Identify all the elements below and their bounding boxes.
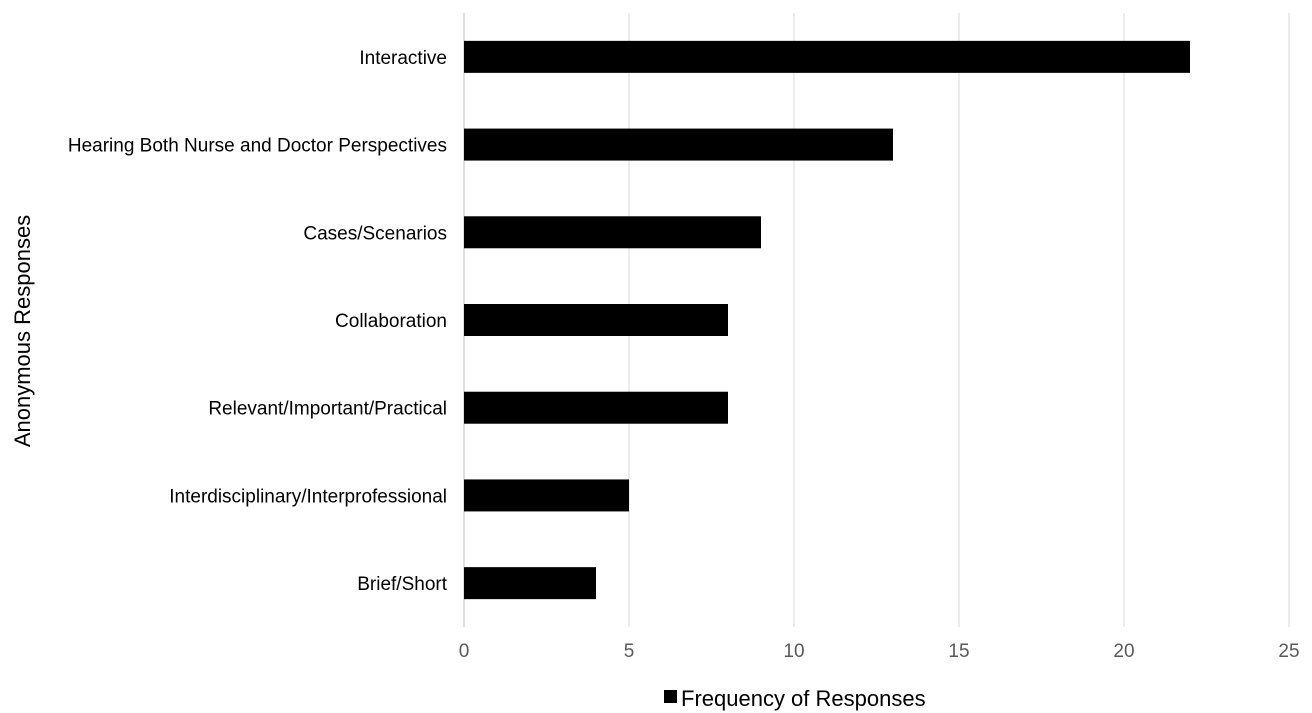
- category-labels: Interactive Hearing Both Nurse and Doctor…: [68, 48, 448, 595]
- bar: [464, 216, 761, 249]
- x-tick-labels: 0 5 10 15 20 25: [459, 641, 1300, 662]
- x-tick-label: 15: [948, 641, 969, 662]
- bar: [464, 304, 728, 336]
- x-tick-label: 10: [783, 641, 804, 662]
- y-axis-title: Anonymous Responses: [10, 215, 35, 447]
- legend-swatch: [664, 690, 677, 703]
- x-tick-label: 5: [624, 641, 635, 662]
- category-label: Interdisciplinary/Interprofessional: [169, 486, 447, 507]
- x-tick-label: 20: [1113, 641, 1134, 662]
- category-label: Interactive: [359, 48, 447, 69]
- bar: [464, 128, 893, 161]
- x-tick-label: 0: [459, 641, 470, 662]
- category-label: Hearing Both Nurse and Doctor Perspectiv…: [68, 136, 447, 157]
- category-label: Cases/Scenarios: [303, 223, 447, 244]
- bar: [464, 479, 629, 512]
- bar: [464, 567, 596, 600]
- gridlines: [463, 13, 1290, 627]
- category-label: Collaboration: [335, 311, 447, 332]
- bars: [464, 40, 1190, 600]
- legend-label: Frequency of Responses: [681, 686, 926, 711]
- bar: [464, 391, 728, 424]
- category-label: Relevant/Important/Practical: [208, 399, 447, 420]
- category-label: Brief/Short: [357, 574, 447, 595]
- legend: Frequency of Responses: [664, 686, 926, 711]
- bar: [464, 40, 1190, 73]
- x-tick-label: 25: [1278, 641, 1299, 662]
